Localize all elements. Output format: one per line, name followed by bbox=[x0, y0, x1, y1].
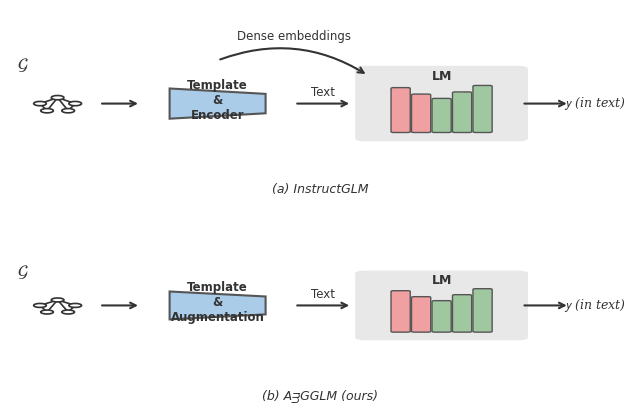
Text: (b) AᴟGGLM (ours): (b) AᴟGGLM (ours) bbox=[262, 388, 378, 402]
FancyBboxPatch shape bbox=[432, 98, 451, 132]
Text: LM: LM bbox=[431, 274, 452, 287]
FancyBboxPatch shape bbox=[452, 92, 472, 132]
Text: $\mathcal{G}$: $\mathcal{G}$ bbox=[17, 263, 28, 281]
Circle shape bbox=[41, 109, 53, 113]
Text: $\mathcal{G}$: $\mathcal{G}$ bbox=[17, 56, 28, 74]
FancyBboxPatch shape bbox=[391, 88, 410, 132]
Circle shape bbox=[51, 298, 64, 302]
Text: Template
&
Augmentation: Template & Augmentation bbox=[171, 281, 264, 324]
FancyBboxPatch shape bbox=[355, 271, 528, 340]
FancyBboxPatch shape bbox=[452, 295, 472, 332]
Text: (a) InstructGLM: (a) InstructGLM bbox=[272, 183, 368, 196]
FancyBboxPatch shape bbox=[412, 297, 431, 332]
Text: Template
&
Encoder: Template & Encoder bbox=[188, 79, 248, 122]
FancyBboxPatch shape bbox=[473, 289, 492, 332]
Text: Text: Text bbox=[311, 288, 335, 301]
Circle shape bbox=[34, 101, 46, 106]
Circle shape bbox=[62, 310, 74, 314]
Text: Text: Text bbox=[311, 86, 335, 99]
Text: $\mathcal{y}$ (in text): $\mathcal{y}$ (in text) bbox=[564, 95, 626, 112]
Text: Dense embeddings: Dense embeddings bbox=[237, 30, 351, 43]
Circle shape bbox=[62, 109, 74, 113]
FancyBboxPatch shape bbox=[432, 300, 451, 332]
FancyBboxPatch shape bbox=[355, 66, 528, 142]
Circle shape bbox=[41, 310, 53, 314]
Circle shape bbox=[51, 95, 64, 100]
Text: $\mathcal{y}$ (in text): $\mathcal{y}$ (in text) bbox=[564, 297, 626, 314]
Circle shape bbox=[69, 101, 81, 106]
FancyBboxPatch shape bbox=[412, 94, 431, 132]
FancyBboxPatch shape bbox=[473, 85, 492, 132]
Text: LM: LM bbox=[431, 70, 452, 83]
Polygon shape bbox=[170, 291, 266, 320]
Circle shape bbox=[69, 303, 81, 308]
Polygon shape bbox=[170, 88, 266, 119]
Circle shape bbox=[34, 303, 46, 308]
FancyBboxPatch shape bbox=[391, 290, 410, 332]
